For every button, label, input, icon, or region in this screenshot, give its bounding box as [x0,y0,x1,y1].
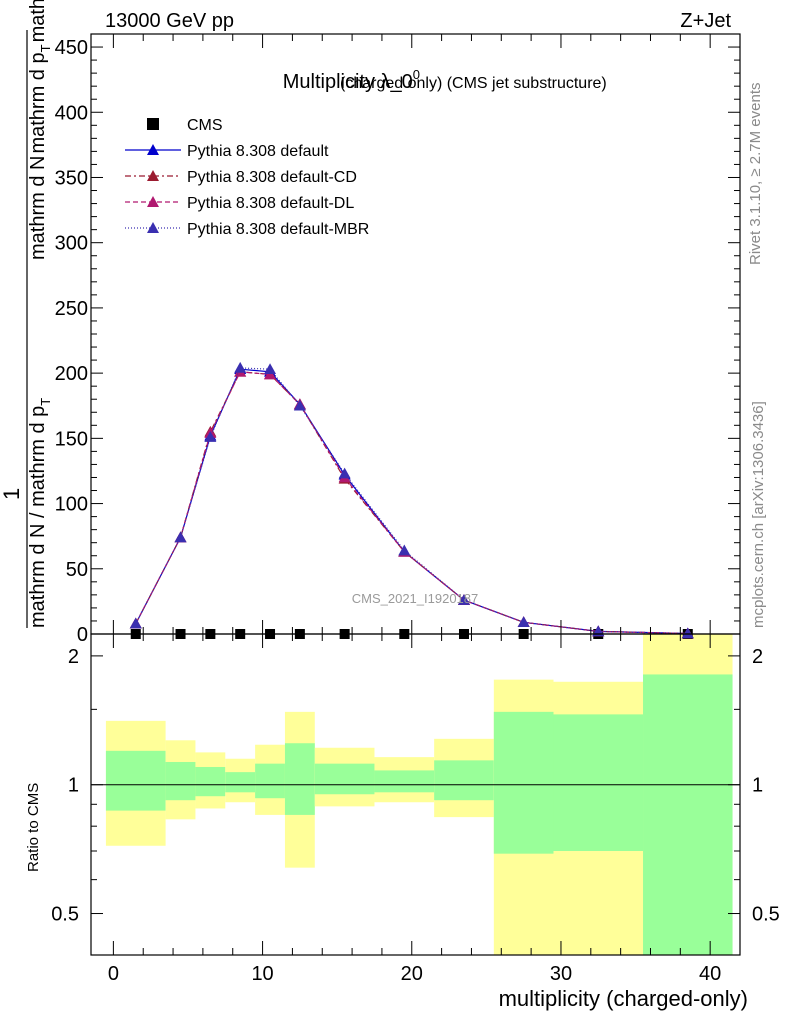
ylabel-numerator-sub: T [38,44,53,52]
x-axis-label: multiplicity (charged-only) [499,986,748,1011]
series-4-point-9 [517,616,530,628]
chart-title-suffix: (charged only) (CMS jet substructure) [340,75,607,92]
series-4-point-11 [681,627,694,639]
main-ytick-label-1: 50 [66,559,88,581]
ylabel-numerator-part2: mathrm d p [27,52,49,153]
series-4-point-3 [234,361,247,373]
series-4-point-1 [174,531,187,543]
ratio-band-green-9 [493,711,554,854]
ratio-frame [90,633,741,956]
ratio-band-green-7 [374,770,435,793]
header-left: 13000 GeV pp [105,10,234,32]
ratio-band-green-3 [225,772,256,793]
ratio-band-green-8 [434,760,494,801]
rivet-note: Rivet 3.1.10, ≥ 2.7M events [747,83,764,266]
ratio-band-green-5 [284,743,315,815]
legend-label-2: Pythia 8.308 default-CD [187,169,357,186]
series-4-point-7 [398,544,411,556]
ratio-band-green-4 [255,763,285,799]
series-4-point-5 [293,399,306,411]
main-ytick-label-8: 400 [55,102,88,124]
series-4-point-8 [457,594,470,605]
series-line-3 [135,371,688,635]
ratio-band-green-1 [165,761,196,801]
series-4-point-6 [338,467,351,479]
ratio-band-green-0 [105,750,166,811]
xtick-label-2: 20 [401,963,423,985]
ratio-band-green-6 [314,763,375,795]
ylabel-denominator-sub: T [38,398,53,406]
ratio-ytick-label-left-1: 1 [68,775,79,797]
ratio-ylabel: Ratio to CMS [25,783,42,872]
ratio-band-green-11 [643,674,733,955]
ylabel-top: 1 [0,488,24,500]
main-ytick-label-9: 450 [55,37,88,59]
ratio-ytick-label-right-0: 0.5 [752,904,780,926]
main-ytick-label-3: 150 [55,428,88,450]
ratio-ytick-label-right-2: 2 [752,646,763,668]
xtick-label-3: 30 [550,963,572,985]
legend-label-1: Pythia 8.308 default [187,143,329,160]
series-4-point-2 [204,431,217,442]
xtick-label-1: 10 [251,963,273,985]
legend-marker-1 [147,144,159,155]
main-ytick-label-0: 0 [77,624,88,646]
ylabel-numerator-part3: mathrm d lambda [27,0,49,42]
legend-label-0: CMS [187,117,223,134]
legend-marker-4 [147,222,159,233]
chart-title-main: Multiplicity λ_0 [283,71,413,93]
legend-label-4: Pythia 8.308 default-MBR [187,221,369,238]
watermark: CMS_2021_I1920187 [352,591,479,606]
ylabel-numerator-part1: mathrm d N [27,156,49,260]
main-ytick-label-4: 200 [55,363,88,385]
legend-marker-3 [147,196,159,207]
series-4-point-0 [129,617,142,629]
ratio-band-green-2 [195,766,226,797]
ratio-ytick-label-left-2: 2 [68,646,79,668]
legend-label-3: Pythia 8.308 default-DL [187,195,354,212]
xtick-label-4: 40 [699,963,721,985]
legend-marker-0 [147,118,159,130]
main-ytick-label-7: 350 [55,167,88,189]
main-ytick-label-2: 100 [55,494,88,516]
main-ytick-label-5: 250 [55,298,88,320]
ylabel-denominator: mathrm d N / mathrm d pT [27,398,53,628]
ratio-ytick-label-left-0: 0.5 [51,904,79,926]
main-ytick-label-6: 300 [55,233,88,255]
chart-title: Multiplicity λ_00 [283,67,420,93]
ratio-ytick-label-right-1: 1 [752,775,763,797]
chart-title-sup: 0 [413,67,420,82]
header-right: Z+Jet [680,10,731,32]
legend: CMS Pythia 8.308 default Pythia 8.308 defa… [125,117,369,238]
series-4-point-4 [264,363,277,375]
xtick-label-0: 0 [108,963,119,985]
legend-marker-2 [147,170,159,181]
ratio-band-green-10 [553,714,644,851]
mcplots-note: mcplots.cern.ch [arXiv:1306.3436] [750,401,767,628]
ratio-bands [105,634,733,955]
ylabel-denominator-main: mathrm d N / mathrm d p [27,406,49,628]
